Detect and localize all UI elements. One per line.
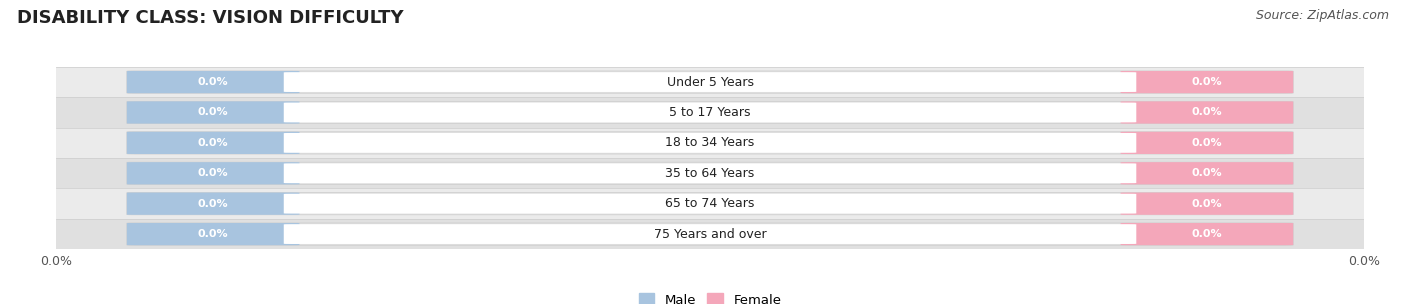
Bar xyxy=(56,188,1364,219)
FancyBboxPatch shape xyxy=(1121,223,1294,245)
FancyBboxPatch shape xyxy=(284,102,1136,123)
Text: Source: ZipAtlas.com: Source: ZipAtlas.com xyxy=(1256,9,1389,22)
Bar xyxy=(56,158,1364,188)
Text: 0.0%: 0.0% xyxy=(1192,138,1222,148)
Bar xyxy=(56,67,1364,97)
Text: 18 to 34 Years: 18 to 34 Years xyxy=(665,136,755,149)
Text: 0.0%: 0.0% xyxy=(1192,108,1222,117)
Text: 0.0%: 0.0% xyxy=(198,229,228,239)
Text: 0.0%: 0.0% xyxy=(198,199,228,209)
FancyBboxPatch shape xyxy=(127,192,299,215)
FancyBboxPatch shape xyxy=(1121,101,1294,124)
Text: 0.0%: 0.0% xyxy=(198,77,228,87)
Text: 0.0%: 0.0% xyxy=(1192,168,1222,178)
Bar xyxy=(56,219,1364,249)
Text: 35 to 64 Years: 35 to 64 Years xyxy=(665,167,755,180)
FancyBboxPatch shape xyxy=(284,163,1136,183)
FancyBboxPatch shape xyxy=(284,194,1136,214)
Bar xyxy=(56,97,1364,128)
Text: 5 to 17 Years: 5 to 17 Years xyxy=(669,106,751,119)
FancyBboxPatch shape xyxy=(127,101,299,124)
FancyBboxPatch shape xyxy=(127,101,1294,124)
FancyBboxPatch shape xyxy=(1121,132,1294,154)
FancyBboxPatch shape xyxy=(1121,71,1294,93)
Text: 75 Years and over: 75 Years and over xyxy=(654,228,766,240)
Text: Under 5 Years: Under 5 Years xyxy=(666,76,754,88)
Text: 0.0%: 0.0% xyxy=(198,108,228,117)
FancyBboxPatch shape xyxy=(127,162,299,185)
Text: 65 to 74 Years: 65 to 74 Years xyxy=(665,197,755,210)
FancyBboxPatch shape xyxy=(127,132,299,154)
Text: 0.0%: 0.0% xyxy=(1192,229,1222,239)
FancyBboxPatch shape xyxy=(127,192,1294,215)
Text: DISABILITY CLASS: VISION DIFFICULTY: DISABILITY CLASS: VISION DIFFICULTY xyxy=(17,9,404,27)
FancyBboxPatch shape xyxy=(284,224,1136,244)
Bar xyxy=(56,128,1364,158)
FancyBboxPatch shape xyxy=(127,223,299,245)
FancyBboxPatch shape xyxy=(127,132,1294,154)
FancyBboxPatch shape xyxy=(127,223,1294,245)
FancyBboxPatch shape xyxy=(127,71,299,93)
Text: 0.0%: 0.0% xyxy=(198,168,228,178)
FancyBboxPatch shape xyxy=(127,71,1294,93)
FancyBboxPatch shape xyxy=(127,162,1294,185)
Text: 0.0%: 0.0% xyxy=(1192,199,1222,209)
FancyBboxPatch shape xyxy=(1121,162,1294,185)
Legend: Male, Female: Male, Female xyxy=(633,288,787,304)
Text: 0.0%: 0.0% xyxy=(1192,77,1222,87)
FancyBboxPatch shape xyxy=(284,72,1136,92)
Text: 0.0%: 0.0% xyxy=(198,138,228,148)
FancyBboxPatch shape xyxy=(284,133,1136,153)
FancyBboxPatch shape xyxy=(1121,192,1294,215)
